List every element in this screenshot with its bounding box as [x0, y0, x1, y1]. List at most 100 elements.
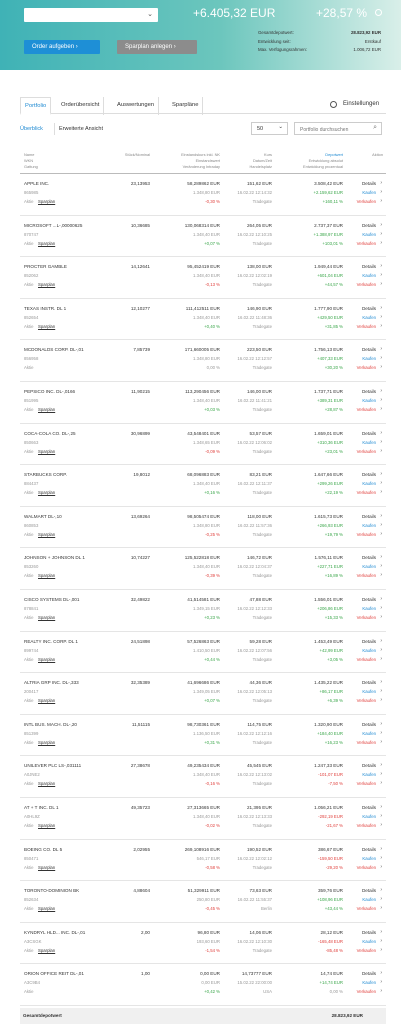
table-row: TEXAS INSTR. DL 1 852654 Aktie Sparplan 12,1…	[20, 299, 386, 341]
action-1[interactable]: Kaufen	[362, 647, 376, 653]
action-0[interactable]: Details	[361, 222, 376, 228]
action-0[interactable]: Details	[361, 638, 376, 644]
action-0[interactable]: Details	[361, 929, 376, 935]
action-0[interactable]: Details	[361, 721, 376, 727]
action-0[interactable]: Details	[361, 181, 376, 186]
action-1[interactable]: Kaufen	[362, 314, 376, 320]
security-name[interactable]: TORONTO-DOMINION BK	[24, 888, 80, 894]
action-1[interactable]: Kaufen	[362, 606, 376, 611]
security-name[interactable]: AT + T INC. DL 1	[24, 805, 59, 810]
security-name[interactable]: STARBUCKS CORP.	[24, 472, 67, 478]
security-name[interactable]: KYNDRYL HLD... INC. DL-,01	[24, 929, 86, 935]
action-2[interactable]: Verkaufen	[356, 448, 376, 454]
action-1[interactable]: Kaufen	[362, 814, 376, 819]
action-2[interactable]: Verkaufen	[356, 989, 376, 995]
security-name[interactable]: JOHNSON + JOHNSON DL 1	[24, 555, 85, 561]
page-size-select[interactable]: 50 ⌄	[251, 122, 288, 135]
action-0[interactable]: Details	[361, 513, 376, 519]
action-1[interactable]: Kaufen	[362, 398, 376, 403]
tab[interactable]: Orderübersicht	[57, 97, 105, 115]
action-0[interactable]: Details	[361, 597, 376, 602]
chevron: ›	[380, 397, 382, 403]
security-name[interactable]: COCA-COLA CO. DL-,25	[24, 430, 76, 436]
action-1[interactable]: Kaufen	[362, 481, 376, 487]
order-button[interactable]: Order aufgeben ›	[24, 40, 100, 54]
tab[interactable]: Sparpläne	[168, 97, 204, 115]
security-name[interactable]: MCDONALDS CORP. DL-,01	[24, 347, 84, 353]
security-name[interactable]: PEPSICO INC. DL-,0166	[24, 389, 76, 394]
savings-plan: Sparplan	[38, 823, 56, 828]
action-0[interactable]: Details	[361, 971, 376, 977]
action-2[interactable]: Verkaufen	[356, 823, 376, 828]
action-1[interactable]: Kaufen	[362, 855, 376, 861]
action-2[interactable]: Verkaufen	[356, 323, 376, 329]
security-name[interactable]: REALTY INC. CORP. DL 1	[24, 638, 78, 644]
action-0[interactable]: Details	[361, 555, 376, 561]
action-1[interactable]: Kaufen	[362, 897, 376, 903]
action-0[interactable]: Details	[361, 805, 376, 810]
chevron: ›	[380, 239, 382, 246]
action-1[interactable]: Kaufen	[362, 356, 376, 362]
security-name[interactable]: CISCO SYSTEMS DL-,001	[24, 597, 80, 602]
search-box[interactable]: Portfolio durchsuchen ⌕	[294, 122, 382, 135]
action-1[interactable]: Kaufen	[362, 231, 376, 237]
column-header[interactable]: Depotwert	[325, 152, 343, 157]
action-1[interactable]: Kaufen	[362, 772, 376, 778]
action-2[interactable]: Verkaufen	[356, 407, 376, 412]
action-2[interactable]: Verkaufen	[356, 365, 376, 371]
account-select[interactable]: ⌄	[24, 8, 158, 22]
action-2[interactable]: Verkaufen	[356, 199, 376, 204]
action-2[interactable]: Verkaufen	[356, 739, 376, 745]
action-0[interactable]: Details	[361, 305, 376, 311]
action-0[interactable]: Details	[361, 888, 376, 894]
security-name[interactable]: TEXAS INSTR. DL 1	[24, 305, 67, 311]
action-1[interactable]: Kaufen	[362, 980, 376, 986]
view-overview[interactable]: Überblick	[20, 126, 43, 132]
action-1[interactable]: Kaufen	[362, 938, 376, 944]
view-extended[interactable]: Erweiterte Ansicht	[59, 126, 104, 132]
security-name[interactable]: BOEING CO. DL 5	[24, 846, 63, 852]
action-0[interactable]: Details	[361, 264, 376, 270]
info-icon[interactable]	[375, 9, 382, 16]
security-name[interactable]: APPLE INC.	[24, 181, 50, 186]
action-1[interactable]: Kaufen	[362, 190, 376, 195]
wkn: 870747	[24, 231, 39, 237]
action-1[interactable]: Kaufen	[362, 689, 376, 695]
action-1[interactable]: Kaufen	[362, 439, 376, 445]
action-0[interactable]: Details	[361, 430, 376, 436]
tab[interactable]: Auswertungen	[113, 97, 160, 115]
action-2[interactable]: Verkaufen	[356, 698, 376, 704]
action-2[interactable]: Verkaufen	[356, 490, 376, 496]
action-0[interactable]: Details	[361, 347, 376, 353]
action-1[interactable]: Kaufen	[362, 522, 376, 528]
action-2[interactable]: Verkaufen	[356, 906, 376, 912]
action-2[interactable]: Verkaufen	[356, 864, 376, 870]
action-2[interactable]: Verkaufen	[356, 947, 376, 953]
action-2[interactable]: Verkaufen	[356, 781, 376, 787]
action-0[interactable]: Details	[361, 846, 376, 852]
savings-plan-button[interactable]: Sparplan anlegen ›	[117, 40, 197, 54]
security-name[interactable]: WALMART DL-,10	[24, 513, 62, 519]
security-name[interactable]: INTL BUS. MACH. DL-,20	[24, 721, 77, 727]
security-name[interactable]: UNILEVER PLC LS-,031111	[24, 763, 82, 769]
action-0[interactable]: Details	[361, 389, 376, 394]
action-2[interactable]: Verkaufen	[356, 240, 376, 246]
action-2[interactable]: Verkaufen	[356, 573, 376, 579]
action-2[interactable]: Verkaufen	[356, 615, 376, 620]
action-1[interactable]: Kaufen	[362, 564, 376, 570]
action-1[interactable]: Kaufen	[362, 730, 376, 736]
action-1[interactable]: Kaufen	[362, 273, 376, 279]
action-0[interactable]: Details	[361, 472, 376, 478]
security-name[interactable]: ALTRIA GRP INC. DL-,333	[24, 680, 79, 686]
security-name[interactable]: PROCTER GAMBLE	[24, 264, 67, 270]
action-2[interactable]: Verkaufen	[356, 656, 376, 662]
tab[interactable]: Portfolio	[20, 97, 52, 115]
action-2[interactable]: Verkaufen	[356, 531, 376, 537]
security-name[interactable]: ORION OFFICE REIT DL-,01	[24, 971, 84, 977]
action-2[interactable]: Verkaufen	[356, 282, 376, 288]
security-name[interactable]: MICROSOFT ...L-,00000625	[24, 222, 83, 228]
action-0[interactable]: Details	[361, 680, 376, 686]
security-type: Aktie	[24, 698, 34, 704]
action-0[interactable]: Details	[361, 763, 376, 769]
settings-link[interactable]: Einstellungen	[343, 101, 380, 107]
